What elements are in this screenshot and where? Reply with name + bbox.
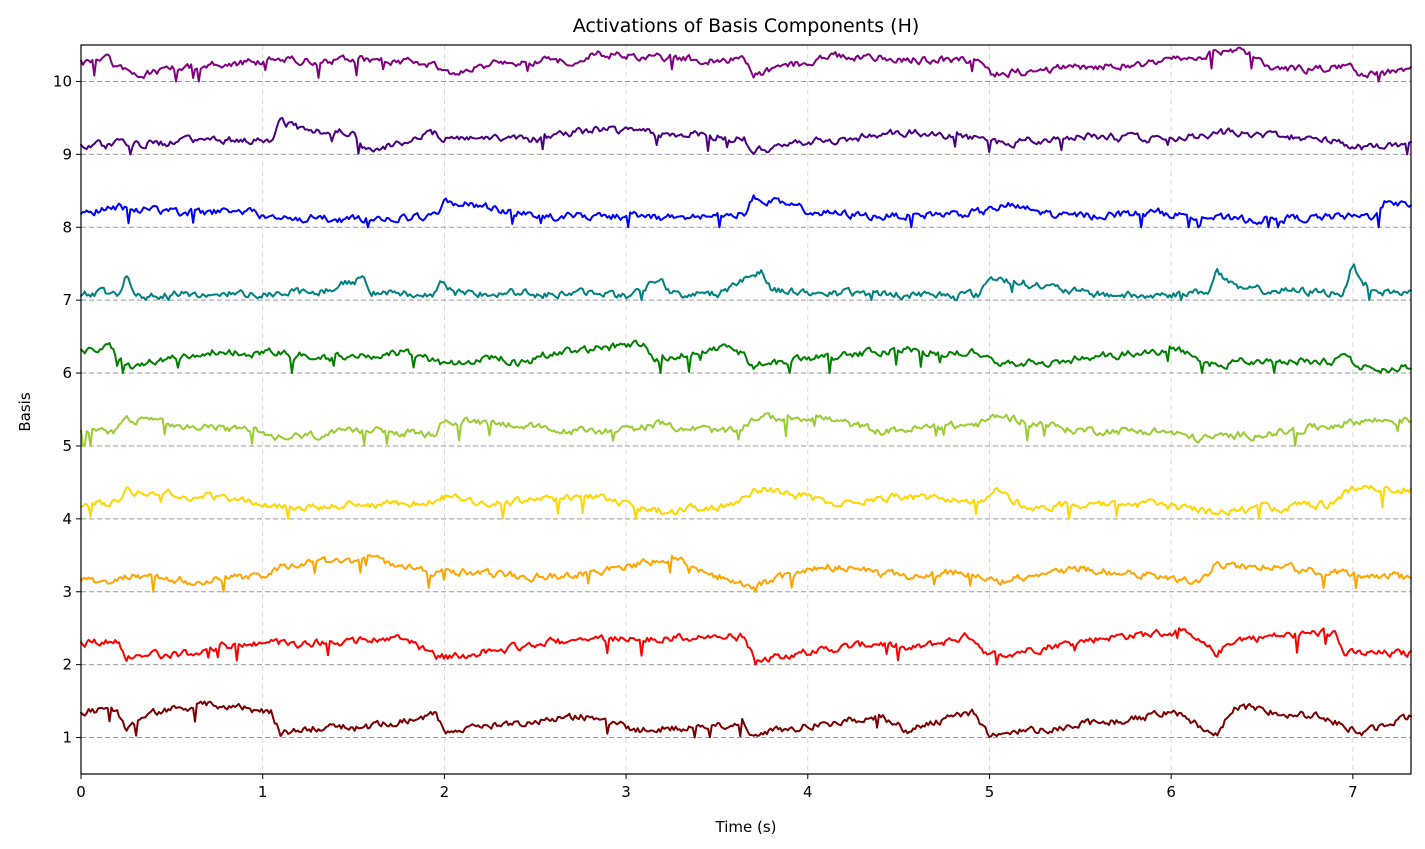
series-basis-8 xyxy=(80,194,1412,229)
grid-layer xyxy=(80,45,1354,774)
series-layer xyxy=(80,46,1412,739)
x-axis-label: Time (s) xyxy=(715,818,777,836)
y-tick-label-9: 10 xyxy=(53,72,72,90)
y-tick-label-0: 1 xyxy=(62,729,72,747)
x-tick-label-1: 1 xyxy=(258,783,268,801)
y-tick-label-8: 9 xyxy=(62,145,72,163)
series-basis-9 xyxy=(80,117,1412,156)
plot-frame xyxy=(80,44,1412,775)
x-tick-label-6: 6 xyxy=(1166,783,1176,801)
x-axis-ticks: 0 1 2 3 4 5 6 7 xyxy=(76,774,1358,801)
x-tick-label-3: 3 xyxy=(621,783,631,801)
y-tick-label-4: 5 xyxy=(62,437,72,455)
y-tick-label-1: 2 xyxy=(62,656,72,674)
series-basis-4 xyxy=(80,484,1412,520)
chart-title: Activations of Basis Components (H) xyxy=(573,15,920,37)
series-basis-2 xyxy=(80,627,1412,666)
series-basis-1 xyxy=(80,700,1412,739)
y-tick-label-2: 3 xyxy=(62,583,72,601)
x-tick-label-0: 0 xyxy=(76,783,86,801)
x-tick-label-5: 5 xyxy=(985,783,995,801)
y-axis-label: Basis xyxy=(16,392,34,431)
series-basis-5 xyxy=(80,412,1412,447)
y-axis-ticks: 1 2 3 4 5 6 7 8 9 10 xyxy=(53,72,81,747)
y-tick-label-3: 4 xyxy=(62,510,72,528)
series-basis-3 xyxy=(80,554,1412,593)
series-basis-7 xyxy=(80,263,1412,302)
y-tick-label-7: 8 xyxy=(62,218,72,236)
x-tick-label-4: 4 xyxy=(803,783,813,801)
y-tick-label-6: 7 xyxy=(62,291,72,309)
x-tick-label-7: 7 xyxy=(1348,783,1358,801)
series-basis-6 xyxy=(80,339,1412,374)
y-tick-label-5: 6 xyxy=(62,364,72,382)
series-basis-10 xyxy=(80,46,1412,83)
x-tick-label-2: 2 xyxy=(440,783,450,801)
